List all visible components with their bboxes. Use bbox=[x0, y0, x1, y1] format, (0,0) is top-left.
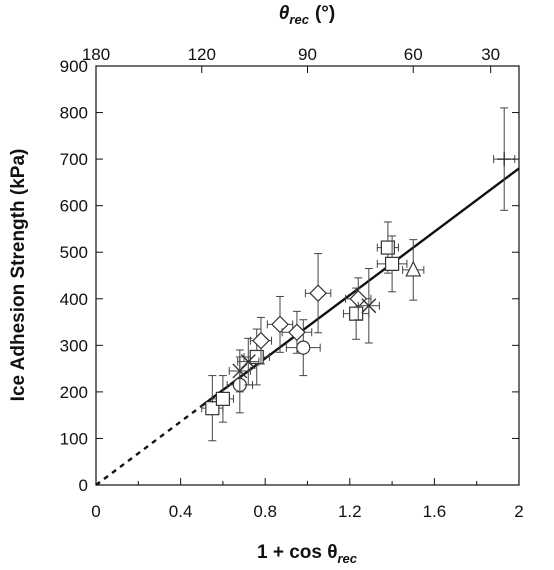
square-marker bbox=[249, 349, 264, 365]
data-point-cross bbox=[357, 268, 380, 344]
circle-marker bbox=[296, 340, 311, 355]
cross-marker bbox=[361, 298, 377, 314]
data-point-square bbox=[201, 375, 224, 442]
data-point-diamond bbox=[249, 316, 273, 365]
data-point-diamond bbox=[345, 277, 372, 321]
y-tick-label: 900 bbox=[60, 57, 88, 76]
x-tick-label: 2 bbox=[514, 502, 523, 521]
top-tick-label: 120 bbox=[188, 45, 216, 64]
square-marker bbox=[215, 391, 230, 406]
fit-line-dashed bbox=[95, 404, 203, 486]
data-point-square bbox=[211, 375, 234, 423]
data-point-diamond bbox=[266, 295, 294, 353]
diamond-marker bbox=[309, 284, 327, 303]
square-marker bbox=[380, 240, 395, 255]
data-point-cross bbox=[228, 349, 251, 393]
y-tick-label: 700 bbox=[60, 150, 88, 169]
chart-marks bbox=[95, 107, 520, 486]
data-point-diamond bbox=[281, 310, 313, 354]
y-tick-labels: 0 100 200 300 400 500 600 700 800 900 bbox=[60, 57, 88, 495]
top-axis-title: θrec (°) bbox=[279, 3, 335, 27]
axis-ticks bbox=[95, 65, 520, 486]
y-axis-title: Ice Adhesion Strength (kPa) bbox=[8, 149, 29, 402]
y-tick-label: 600 bbox=[60, 197, 88, 216]
top-tick-label: 60 bbox=[404, 45, 423, 64]
plot-frame bbox=[95, 65, 520, 486]
y-tick-label: 500 bbox=[60, 243, 88, 262]
x-axis-title: 1 + cos θrec bbox=[257, 542, 358, 566]
fit-line bbox=[201, 167, 520, 407]
data-point-cross bbox=[237, 337, 260, 386]
square-marker bbox=[349, 306, 364, 321]
x-tick-label: 0 bbox=[91, 502, 100, 521]
y-tick-label: 200 bbox=[60, 383, 88, 402]
data-point-triangle bbox=[402, 239, 425, 301]
data-point-plus bbox=[493, 107, 516, 211]
y-tick-label: 800 bbox=[60, 104, 88, 123]
diamond-marker bbox=[288, 323, 306, 342]
y-tick-label: 400 bbox=[60, 290, 88, 309]
diamond-marker bbox=[271, 315, 289, 334]
diamond-marker bbox=[252, 331, 270, 350]
x-tick-label: 1.6 bbox=[423, 502, 447, 521]
data-point-diamond bbox=[304, 253, 332, 334]
data-point-circle bbox=[285, 319, 321, 377]
top-tick-label: 30 bbox=[481, 45, 500, 64]
x-tick-label: 0.8 bbox=[253, 502, 277, 521]
top-tick-label: 90 bbox=[298, 45, 317, 64]
top-tick-label: 180 bbox=[82, 45, 110, 64]
y-tick-label: 300 bbox=[60, 336, 88, 355]
data-point-square bbox=[376, 235, 408, 293]
x-tick-label: 1.2 bbox=[338, 502, 362, 521]
x-tick-label: 0.4 bbox=[169, 502, 193, 521]
triangle-marker bbox=[405, 260, 422, 277]
y-tick-label: 100 bbox=[60, 429, 88, 448]
y-tick-label: 0 bbox=[79, 476, 88, 495]
cross-marker bbox=[240, 354, 256, 370]
x-tick-labels: 0 0.4 0.8 1.2 1.6 2 bbox=[91, 502, 523, 521]
square-marker bbox=[385, 256, 400, 271]
top-tick-labels: 180 120 90 60 30 bbox=[82, 45, 500, 64]
